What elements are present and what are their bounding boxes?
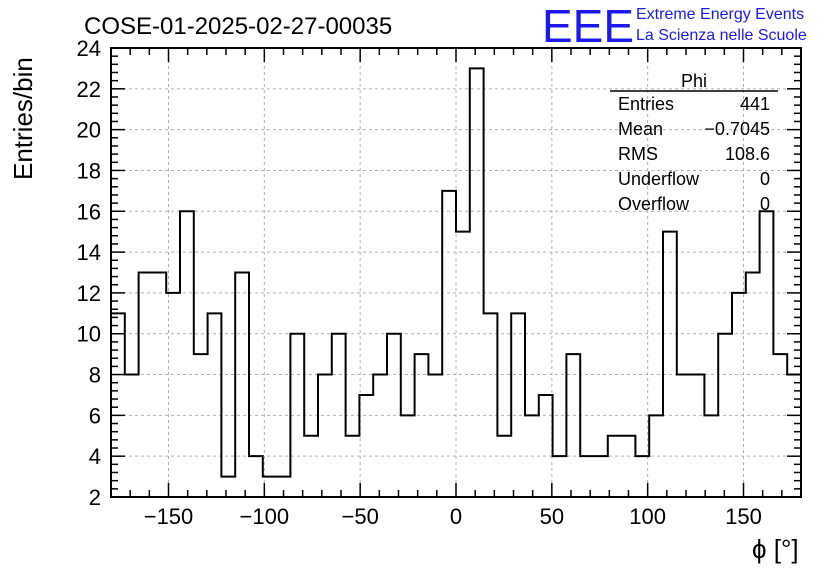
y-tick-label: 2: [89, 485, 101, 510]
histogram-bin: [442, 191, 456, 497]
histogram-bin: [373, 375, 387, 497]
y-tick-label: 4: [89, 444, 101, 469]
stats-label: Overflow: [618, 194, 690, 214]
x-tick-label: 100: [629, 504, 666, 529]
stats-value: 0: [760, 169, 770, 189]
y-axis-title: Entries/bin: [8, 57, 38, 180]
histogram-bin: [566, 354, 580, 497]
histogram-bin: [194, 354, 208, 497]
histogram-bin: [304, 436, 318, 497]
histogram-bin: [470, 68, 484, 497]
x-tick-label: 50: [540, 504, 564, 529]
histogram-bin: [773, 354, 787, 497]
x-tick-label: −100: [240, 504, 290, 529]
x-axis-title: ϕ [°]: [752, 534, 799, 564]
histogram-bin: [318, 375, 332, 497]
histogram-bin: [456, 232, 470, 497]
histogram-bin: [594, 456, 608, 497]
histogram-bin: [553, 456, 567, 497]
histogram-bin: [746, 273, 760, 498]
logo-line-1: Extreme Energy Events: [636, 6, 804, 23]
histogram-bin: [235, 273, 249, 498]
histogram-bin: [415, 354, 429, 497]
histogram-bin: [691, 375, 705, 497]
histogram-bin: [580, 456, 594, 497]
x-tick-label: −50: [342, 504, 379, 529]
stats-label: Underflow: [618, 169, 700, 189]
stats-box: Phi Entries 441 Mean −0.7045 RMS 108.6 Underfl…: [610, 71, 778, 214]
y-tick-label: 8: [89, 363, 101, 388]
grid-layer: [111, 48, 801, 497]
logo-line-2: La Scienza nelle Scuole: [636, 27, 807, 44]
stats-value: −0.7045: [704, 119, 770, 139]
histogram-bin: [622, 436, 636, 497]
y-tick-label: 10: [77, 322, 101, 347]
histogram-bin: [180, 211, 194, 497]
x-tick-label: −150: [144, 504, 194, 529]
histogram-bin: [484, 313, 498, 497]
histogram-bin: [221, 477, 235, 497]
stats-label: Mean: [618, 119, 663, 139]
histogram-bin: [663, 232, 677, 497]
histogram-bin: [139, 273, 153, 498]
histogram-bin: [497, 436, 511, 497]
histogram-bin: [125, 375, 139, 497]
stats-value: 0: [760, 194, 770, 214]
histogram-bin: [166, 293, 180, 497]
histogram-bin: [732, 293, 746, 497]
histogram-bin: [359, 395, 373, 497]
histogram-bin: [608, 436, 622, 497]
stats-label: Entries: [618, 94, 674, 114]
stats-label: RMS: [618, 144, 658, 164]
histogram-bin: [760, 211, 774, 497]
histogram-bin: [152, 273, 166, 498]
x-tick-label: 150: [725, 504, 762, 529]
x-tick-label: 0: [450, 504, 462, 529]
histogram-bin: [208, 313, 222, 497]
histogram-bin: [677, 375, 691, 497]
y-tick-label: 22: [77, 77, 101, 102]
histogram-bin: [428, 375, 442, 497]
histogram-outline: [111, 67, 801, 478]
chart-title: COSE-01-2025-02-27-00035: [84, 13, 392, 40]
histogram-bin: [539, 395, 553, 497]
y-tick-label: 24: [77, 36, 101, 61]
eee-logo: EEE: [542, 0, 634, 52]
y-tick-label: 20: [77, 118, 101, 143]
histogram-bin: [511, 313, 525, 497]
stats-value: 108.6: [725, 144, 770, 164]
y-tick-label: 16: [77, 199, 101, 224]
y-tick-label: 18: [77, 158, 101, 183]
histogram-bin: [346, 436, 360, 497]
y-tick-label: 14: [77, 240, 101, 265]
histogram-bin: [787, 375, 801, 497]
histogram-bin: [249, 456, 263, 497]
histogram-bin: [111, 313, 125, 497]
stats-value: 441: [740, 94, 770, 114]
histogram-layer: [111, 67, 801, 498]
stats-title: Phi: [681, 71, 707, 91]
y-tick-label: 12: [77, 281, 101, 306]
y-tick-label: 6: [89, 403, 101, 428]
